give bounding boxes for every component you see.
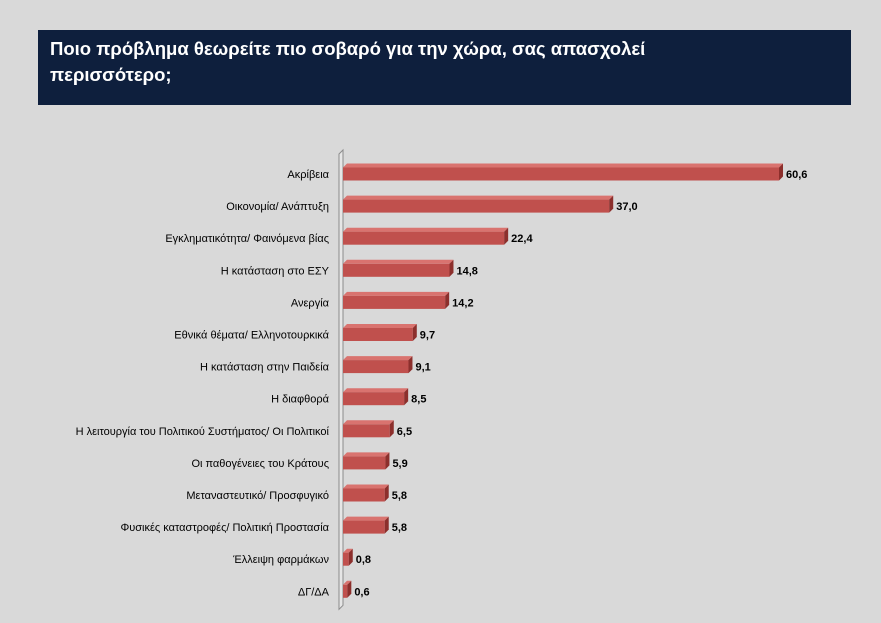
- bar-end: [408, 356, 413, 374]
- bar: [343, 295, 446, 309]
- category-label: Φυσικές καταστροφές/ Πολιτική Προστασία: [120, 522, 329, 534]
- bar-end: [445, 291, 450, 309]
- bar-end: [384, 484, 389, 502]
- bar-end: [504, 227, 509, 245]
- title-banner: Ποιο πρόβλημα θεωρείτε πιο σοβαρό για τη…: [38, 30, 851, 105]
- bar-top: [343, 548, 353, 553]
- category-label: ΔΓ/ΔΑ: [298, 586, 330, 598]
- value-label: 0,8: [356, 554, 371, 566]
- category-label: Οι παθογένειες του Κράτους: [191, 458, 329, 470]
- bar-top: [343, 291, 450, 296]
- bar-group: [343, 324, 417, 341]
- bar: [343, 231, 505, 245]
- bar-group: [343, 516, 389, 534]
- bar-group: [343, 452, 390, 470]
- bar-end: [779, 163, 783, 181]
- bar-top: [343, 484, 389, 489]
- value-label: 5,8: [392, 490, 407, 502]
- value-label: 14,8: [456, 265, 477, 277]
- category-label: Έλλειψη φαρμάκων: [232, 554, 329, 566]
- bar-group: [343, 388, 409, 406]
- category-label: Η λειτουργία του Πολιτικού Συστήματος/ Ο…: [76, 426, 330, 438]
- bar-end: [389, 420, 394, 438]
- bar-top: [343, 259, 454, 264]
- value-label: 22,4: [511, 233, 533, 245]
- value-label: 60,6: [786, 169, 807, 181]
- bar: [343, 199, 610, 213]
- bar-end: [449, 259, 454, 277]
- bar: [343, 167, 779, 181]
- bar-top: [343, 516, 389, 521]
- axis-wall: [338, 148, 344, 611]
- bar-group: [343, 195, 614, 213]
- bar-top: [343, 580, 352, 585]
- bar-top: [343, 324, 417, 328]
- bar-group: [343, 484, 389, 502]
- bar-end: [384, 516, 389, 534]
- category-label: Ακρίβεια: [287, 169, 329, 181]
- bar-end: [385, 452, 390, 470]
- category-label: Η κατάσταση στην Παιδεία: [200, 362, 330, 374]
- bar-end: [347, 580, 352, 598]
- bar-group: [343, 163, 783, 181]
- bar: [343, 488, 385, 502]
- bar-group: [343, 259, 454, 277]
- bar: [343, 392, 405, 406]
- bar-top: [343, 195, 614, 200]
- bar-group: [343, 227, 509, 245]
- bar: [343, 552, 349, 566]
- bar: [343, 328, 413, 341]
- category-label: Εθνικά θέματα/ Ελληνοτουρκικά: [174, 330, 329, 342]
- category-label: Μεταναστευτικό/ Προσφυγικό: [186, 490, 329, 502]
- bar-end: [412, 324, 417, 341]
- value-label: 9,1: [415, 362, 430, 374]
- bar-end: [348, 548, 353, 566]
- bar: [343, 584, 348, 598]
- bar-group: [343, 580, 352, 598]
- category-label: Ανεργία: [291, 297, 330, 309]
- bar-group: [343, 548, 353, 566]
- bar-top: [343, 388, 409, 393]
- bar: [343, 360, 409, 374]
- bar-top: [343, 163, 783, 168]
- value-label: 0,6: [354, 586, 369, 598]
- value-label: 5,9: [392, 458, 407, 470]
- bar-group: [343, 356, 413, 374]
- value-label: 14,2: [452, 297, 473, 309]
- bar: [343, 263, 450, 277]
- chart-title: Ποιο πρόβλημα θεωρείτε πιο σοβαρό για τη…: [50, 38, 646, 85]
- value-label: 5,8: [392, 522, 407, 534]
- value-label: 37,0: [616, 201, 637, 213]
- bar: [343, 520, 385, 534]
- bar: [343, 424, 390, 438]
- category-label: Εγκληματικότητα/ Φαινόμενα βίας: [165, 233, 329, 245]
- value-label: 9,7: [420, 330, 435, 342]
- bar-top: [343, 452, 390, 457]
- category-label: Οικονομία/ Ανάπτυξη: [226, 201, 329, 213]
- category-label: Η κατάσταση στο ΕΣΥ: [221, 265, 330, 277]
- bar: [343, 456, 386, 470]
- bar-end: [404, 388, 409, 406]
- value-label: 6,5: [397, 426, 412, 438]
- bar-group: [343, 420, 394, 438]
- value-label: 8,5: [411, 394, 426, 406]
- category-label: Η διαφθορά: [271, 394, 330, 406]
- bar-group: [343, 291, 450, 309]
- bar-end: [609, 195, 614, 213]
- bar-top: [343, 356, 413, 361]
- bar-top: [343, 227, 509, 232]
- bar-top: [343, 420, 394, 425]
